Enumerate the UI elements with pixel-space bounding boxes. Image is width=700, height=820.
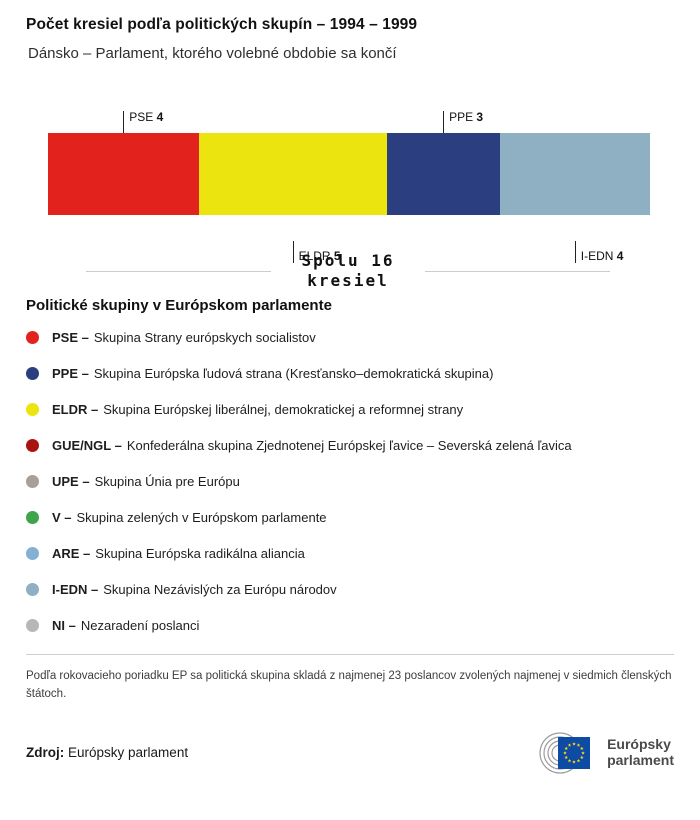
- european-parliament-logo-icon: [539, 732, 591, 774]
- bar-segment-ppe: PPE 3: [386, 111, 500, 215]
- legend-label: Skupina Európska radikálna aliancia: [95, 546, 305, 561]
- source-label: Zdroj:: [26, 745, 65, 761]
- legend-dot-are: [26, 547, 39, 560]
- footnote: Podľa rokovacieho poriadku EP sa politic…: [26, 670, 672, 700]
- legend-label: Skupina Európska ľudová strana (Kresťans…: [93, 366, 494, 381]
- source-value: Európsky parlament: [68, 745, 189, 761]
- label-tick: [574, 241, 576, 263]
- divider-right: [424, 270, 610, 272]
- legend-abbr: PPE –: [52, 366, 89, 381]
- legend-item-ni: NI – Nezaradení poslanci: [26, 618, 674, 633]
- total-line-2: kresiel: [307, 271, 389, 290]
- legend-label: Skupina Európskej liberálnej, demokratic…: [103, 402, 464, 417]
- legend-item-ppe: PPE – Skupina Európska ľudová strana (Kre…: [26, 366, 674, 381]
- legend-label: Skupina Nezávislých za Európu národov: [103, 582, 337, 597]
- eu-flag-square: [558, 736, 591, 769]
- bar-segment-label-pse: PSE 4: [123, 111, 163, 133]
- legend-label: Skupina Únia pre Európu: [94, 474, 240, 489]
- logo-word-1: Európsky: [607, 735, 671, 752]
- bar-segment-label-i-edn: I-EDN 4: [574, 241, 623, 263]
- legend-item-v: V – Skupina zelených v Európskom parlamen…: [26, 510, 674, 525]
- legend-dot-upe: [26, 475, 39, 488]
- legend-dot-eldr: [26, 403, 39, 416]
- legend-abbr: NI –: [52, 618, 76, 633]
- legend-dot-pse: [26, 331, 39, 344]
- european-parliament-logo: Európsky parlament: [528, 730, 674, 776]
- legend-item-are: ARE – Skupina Európska radikálna aliancia: [26, 546, 674, 561]
- page-title: Počet kresiel podľa politických skupín –…: [26, 16, 418, 33]
- legend-abbr: V –: [52, 510, 72, 525]
- legend-item-eldr: ELDR – Skupina Európskej liberálnej, demo…: [26, 402, 674, 417]
- total-line-1: Spolu 16: [301, 251, 395, 270]
- divider-left: [86, 270, 272, 272]
- bar-segment-label-ppe: PPE 3: [443, 111, 483, 133]
- legend-abbr: ARE –: [52, 546, 91, 561]
- legend-abbr: I-EDN –: [52, 582, 99, 597]
- total-seats-block: Spolu 16 kresiel: [86, 251, 610, 291]
- legend-label: Nezaradení poslanci: [80, 618, 200, 633]
- legend-abbr: PSE –: [52, 330, 89, 345]
- legend-dot-ni: [26, 619, 39, 632]
- label-tick: [123, 111, 125, 133]
- legend-dot-gue-ngl: [26, 439, 39, 452]
- bar-segment-eldr: ELDR 5: [198, 133, 387, 263]
- legend-heading: Politické skupiny v Európskom parlamente: [26, 297, 332, 314]
- legend-item-gue-ngl: GUE/NGL – Konfederálna skupina Zjednotene…: [26, 438, 674, 453]
- legend-abbr: UPE –: [52, 474, 90, 489]
- legend-label: Skupina Strany európskych socialistov: [93, 330, 316, 345]
- legend-dot-i-edn: [26, 583, 39, 596]
- page-subtitle: Dánsko – Parlament, ktorého volebné obdo…: [28, 45, 397, 62]
- label-tick: [443, 111, 445, 133]
- footnote-divider: [26, 654, 674, 655]
- footer-row: Zdroj: Európsky parlament: [26, 730, 674, 776]
- bar-segment-pse: PSE 4: [48, 111, 199, 215]
- legend-dot-v: [26, 511, 39, 524]
- total-seats-label: Spolu 16 kresiel: [301, 251, 394, 291]
- bar-segment-i-edn: I-EDN 4: [499, 133, 650, 263]
- legend-item-upe: UPE – Skupina Únia pre Európu: [26, 474, 674, 489]
- logo-wordmark: Európsky parlament: [607, 735, 674, 768]
- legend-label: Konfederálna skupina Zjednotenej Európsk…: [126, 438, 572, 453]
- stacked-bar-chart: PSE 4 ELDR 5 PPE 3 I-EDN 4: [48, 111, 650, 263]
- bar-row: PSE 4 ELDR 5 PPE 3 I-EDN 4: [48, 111, 650, 263]
- label-tick: [292, 241, 294, 263]
- legend-list: PSE – Skupina Strany európskych socialist…: [26, 330, 674, 633]
- legend-abbr: GUE/NGL –: [52, 438, 122, 453]
- legend-item-pse: PSE – Skupina Strany európskych socialist…: [26, 330, 674, 345]
- bar-segment-label-eldr: ELDR 5: [292, 241, 341, 263]
- source-line: Zdroj: Európsky parlament: [26, 745, 188, 760]
- legend-item-i-edn: I-EDN – Skupina Nezávislých za Európu nár…: [26, 582, 674, 597]
- logo-word-2: parlament: [607, 751, 674, 768]
- legend-dot-ppe: [26, 367, 39, 380]
- legend-abbr: ELDR –: [52, 402, 99, 417]
- legend-label: Skupina zelených v Európskom parlamente: [76, 510, 327, 525]
